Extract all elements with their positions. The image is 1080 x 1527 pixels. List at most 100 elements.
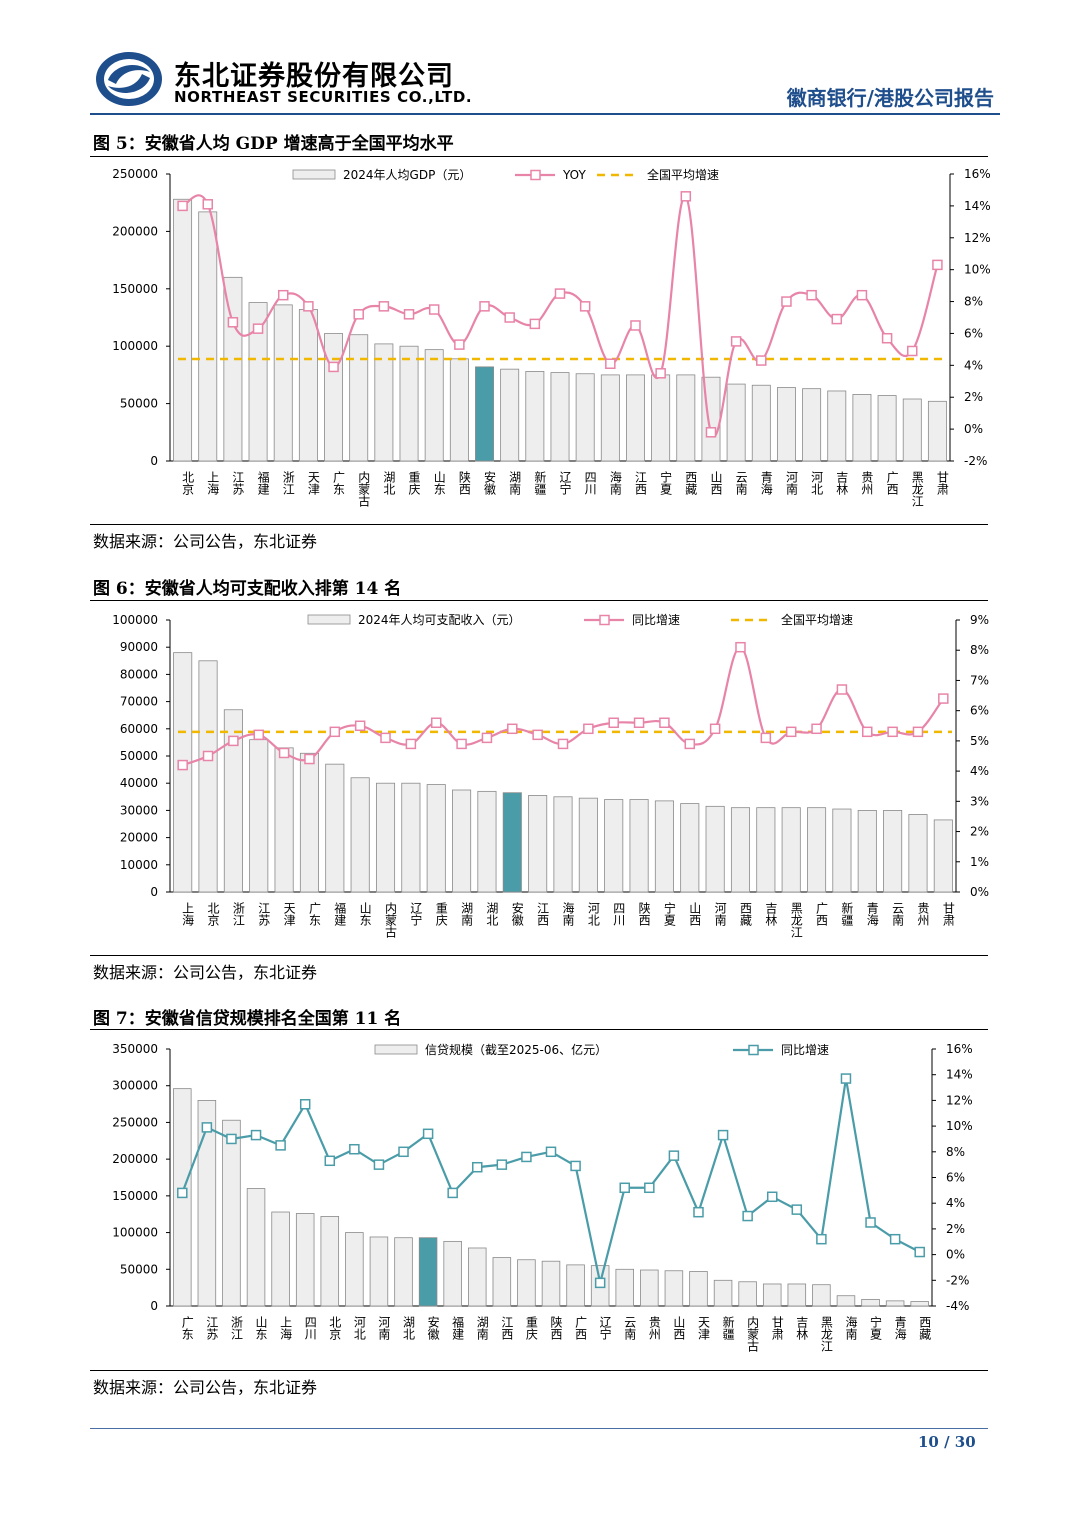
x-tick-label: 山西 (688, 902, 702, 926)
left-tick-label: 80000 (120, 667, 158, 681)
x-tick-label: 河南 (784, 471, 798, 495)
legend-line-label: 同比增速 (632, 613, 680, 627)
bar (274, 747, 294, 893)
x-tick-label: 吉林 (835, 471, 849, 495)
growth-point (914, 1246, 925, 1258)
growth-point (202, 750, 214, 762)
x-tick-label: 福建 (333, 901, 347, 927)
bar (600, 374, 620, 462)
bar (776, 387, 796, 462)
x-tick-label: 青海 (893, 1316, 907, 1340)
report-type-label: 徽商银行/港股公司报告 (786, 86, 994, 110)
x-tick-label: 内蒙古 (384, 902, 398, 938)
growth-point (730, 336, 742, 347)
growth-point (405, 738, 417, 750)
x-tick-label: 重庆 (524, 1316, 538, 1340)
growth-point (881, 332, 893, 344)
bar-highlight (418, 1237, 438, 1307)
company-logo-icon (96, 52, 162, 106)
growth-point (226, 1133, 237, 1145)
figure-7-source: 数据来源：公司公告，东北证券 (93, 1378, 318, 1397)
left-tick-label: 30000 (120, 803, 158, 817)
x-tick-label: 湖南 (475, 1315, 489, 1340)
x-tick-label: 云南 (891, 902, 905, 926)
growth-point (278, 747, 290, 759)
growth-point (644, 1182, 655, 1194)
x-tick-label: 广西 (574, 1316, 588, 1340)
x-tick-label: 四川 (612, 902, 626, 926)
x-tick-label: 河北 (810, 471, 824, 496)
right-tick-label: 16% (946, 1042, 973, 1056)
x-tick-label: 云南 (734, 471, 748, 495)
bar (566, 1264, 585, 1307)
growth-point (456, 738, 467, 750)
growth-point (938, 693, 949, 704)
x-tick-label: 云南 (623, 1316, 637, 1340)
growth-point (532, 729, 543, 741)
bar (787, 1283, 807, 1307)
x-tick-label: 陕西 (637, 901, 651, 926)
legend-bar-swatch (292, 169, 336, 180)
growth-point (912, 726, 924, 738)
growth-point (299, 1099, 311, 1110)
left-tick-label: 200000 (112, 1152, 158, 1166)
left-tick-label: 0 (150, 454, 158, 468)
bar (927, 400, 947, 462)
left-tick-label: 250000 (112, 1115, 158, 1129)
x-tick-label: 新疆 (533, 470, 547, 495)
bar (713, 1279, 733, 1307)
growth-point (398, 1146, 409, 1158)
x-tick-label: 上海 (206, 471, 220, 495)
growth-point (430, 717, 442, 729)
bar (525, 371, 545, 462)
x-tick-label: 湖北 (485, 901, 499, 927)
figure-5-title: 图 5：安徽省人均 GDP 增速高于全国平均水平 (93, 134, 454, 154)
x-tick-label: 河北 (586, 902, 600, 927)
bar (197, 1100, 217, 1307)
x-tick-label: 海南 (608, 470, 622, 495)
growth-point (836, 684, 848, 695)
left-tick-label: 150000 (112, 282, 158, 296)
growth-point (472, 1161, 483, 1173)
bar (689, 1271, 708, 1307)
growth-point (428, 304, 440, 315)
right-tick-label: 12% (964, 231, 991, 245)
growth-point (202, 199, 213, 210)
right-tick-label: 5% (970, 734, 989, 748)
x-tick-label: 西藏 (738, 902, 752, 927)
x-tick-label: 甘肃 (941, 902, 955, 927)
x-tick-label: 湖北 (382, 470, 396, 496)
growth-point (277, 289, 289, 301)
x-tick-label: 贵州 (916, 902, 930, 926)
x-tick-label: 江苏 (205, 1316, 219, 1340)
x-tick-label: 广东 (332, 471, 346, 495)
x-tick-label: 福建 (451, 1315, 465, 1341)
bar (756, 807, 776, 893)
growth-point (304, 753, 315, 765)
bar (374, 343, 394, 462)
left-tick-label: 60000 (120, 722, 158, 736)
x-tick-label: 湖南 (508, 470, 522, 495)
bar (676, 374, 696, 462)
legend-line-label: YOY (562, 168, 586, 182)
bar (369, 1236, 389, 1307)
bar (223, 276, 243, 462)
figure-6-title: 图 6：安徽省人均可支配收入排第 14 名 (93, 579, 402, 599)
right-tick-label: 7% (970, 673, 989, 687)
growth-point (856, 289, 868, 301)
legend-bar-label: 2024年人均GDP（元） (343, 168, 471, 182)
growth-point (608, 717, 619, 729)
x-tick-label: 重庆 (434, 902, 448, 926)
left-tick-label: 10000 (120, 858, 158, 872)
right-tick-label: 4% (970, 764, 989, 778)
growth-point (655, 368, 666, 379)
growth-point (693, 1206, 704, 1218)
x-tick-label: 安徽 (510, 901, 524, 926)
x-tick-label: 宁夏 (662, 901, 676, 926)
bar (885, 1300, 905, 1307)
bar-highlight (475, 366, 494, 462)
x-tick-label: 河南 (713, 902, 727, 926)
growth-point (227, 317, 239, 328)
bar (852, 394, 872, 462)
bar (883, 809, 903, 893)
